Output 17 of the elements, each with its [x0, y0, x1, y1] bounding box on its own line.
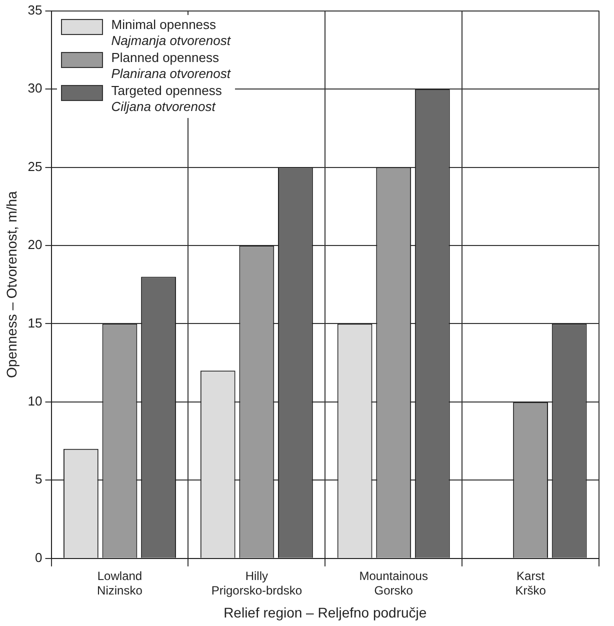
y-tick-label: 30 [28, 80, 42, 96]
y-tick-label: 20 [28, 237, 42, 252]
legend-label: Minimal openness Najmanja otvorenost [111, 16, 230, 49]
y-tick-label: 0 [35, 550, 42, 565]
y-tick-label: 5 [35, 472, 42, 487]
legend-label: Planned openness Planirana otvorenost [111, 50, 230, 82]
y-tick-label: 35 [28, 2, 42, 18]
x-tick-label: Hilly Prigorsko-brdsko [211, 568, 302, 598]
y-tick-label: 10 [28, 394, 42, 409]
legend-label: Targeted openness Ciljana otvorenost [111, 82, 222, 115]
x-tick-label: Karst Krško [515, 568, 546, 598]
y-tick-label: 15 [28, 315, 42, 330]
y-axis-title: Openness – Otvorenost, m/ha [3, 191, 20, 378]
x-axis-title: Relief region – Reljefno područje [224, 604, 427, 620]
x-tick-label: Mountainous Gorsko [359, 568, 428, 598]
x-tick-label: Lowland Nizinsko [97, 568, 143, 598]
y-tick-label: 25 [28, 158, 42, 174]
